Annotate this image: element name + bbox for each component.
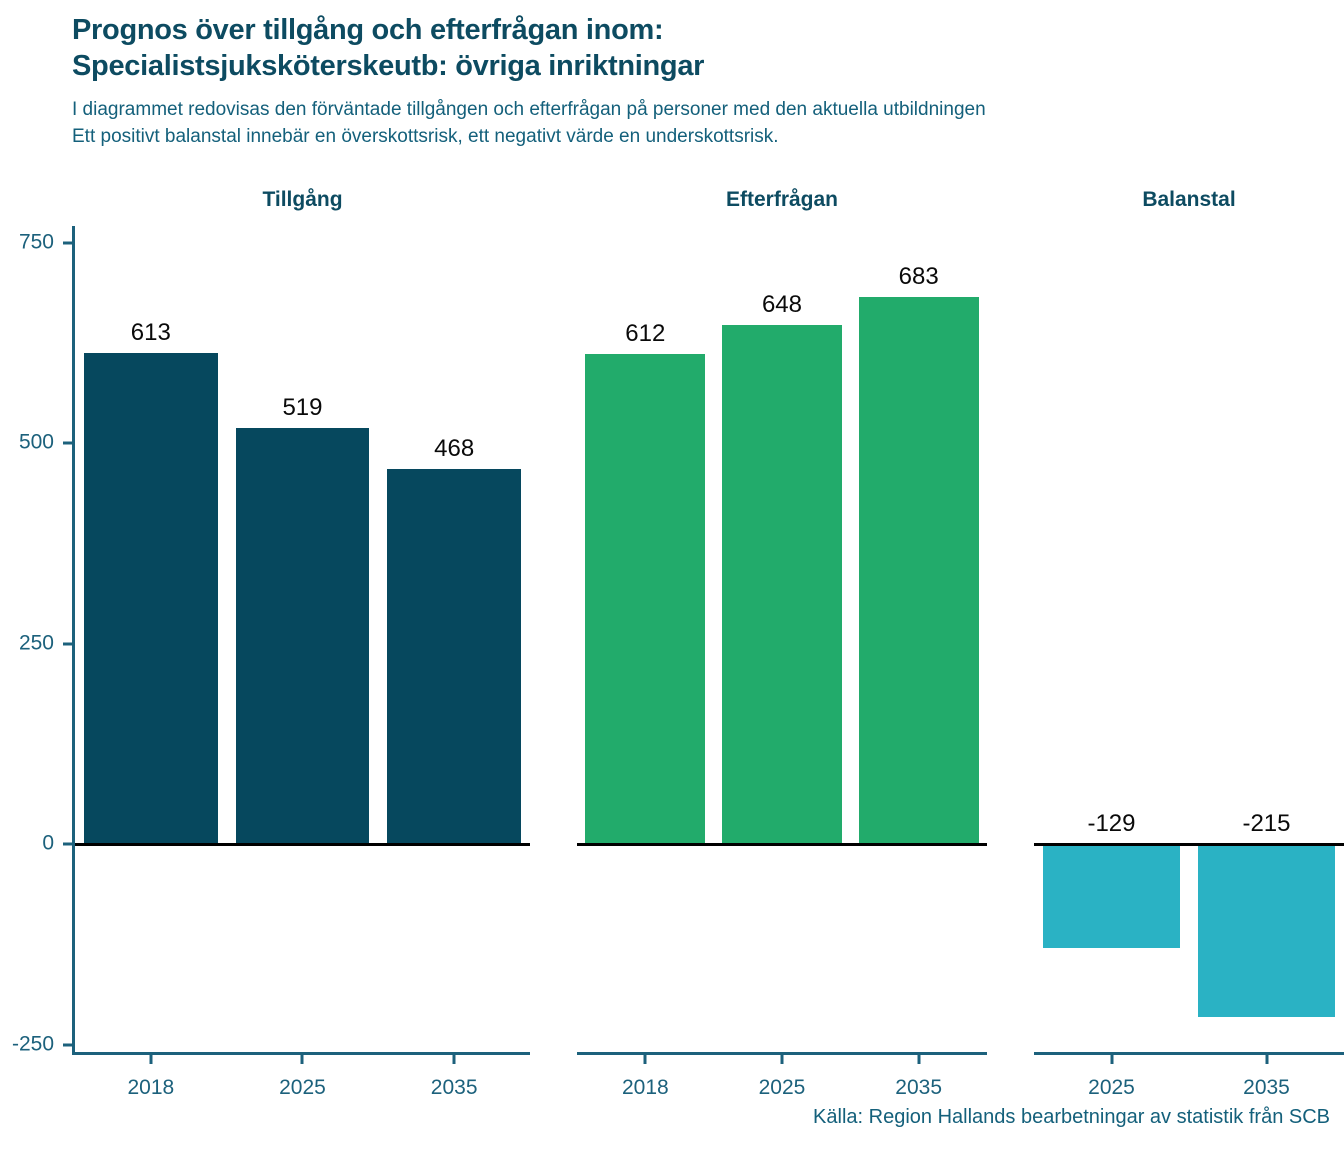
x-axis-tick xyxy=(780,1055,784,1064)
category-slot: 612 2018 xyxy=(577,226,714,1099)
facet-plot-area: 613 2018 519 2025 468 2035 xyxy=(75,226,530,1099)
y-axis: 750 500 250 0 -250 xyxy=(0,226,75,1055)
bar xyxy=(721,324,843,845)
bar-value-label: -215 xyxy=(1242,810,1291,838)
x-axis-tick xyxy=(149,1055,153,1064)
y-tick-label: 500 xyxy=(18,430,54,454)
y-tick-label: 250 xyxy=(18,631,54,655)
bar xyxy=(84,352,218,845)
y-tick-label: 750 xyxy=(18,230,54,254)
x-axis-tick xyxy=(300,1055,304,1064)
bar xyxy=(858,296,979,845)
x-tick-label: 2025 xyxy=(279,1076,326,1099)
bar-value-label: 613 xyxy=(130,318,171,346)
facet-panels: Tillgång 613 2018 519 2025 468 2035 Efterfrågan… xyxy=(75,188,1344,1099)
category-slot: -129 2025 xyxy=(1034,226,1189,1099)
x-axis-tick xyxy=(917,1055,921,1064)
bar xyxy=(1043,844,1180,948)
faceted-bar-chart: 750 500 250 0 -250 Tillgång 613 2018 519 2025 468… xyxy=(0,188,1344,1099)
category-slot: 519 2025 xyxy=(227,226,379,1099)
bar xyxy=(387,468,521,845)
facet-plot-area: -129 2025 -215 2035 xyxy=(1034,226,1344,1099)
subtitle-line-1: I diagrammet redovisas den förväntade ti… xyxy=(72,99,986,120)
zero-baseline xyxy=(1034,842,1344,846)
bar-value-label: -129 xyxy=(1087,810,1136,838)
facet-plot-area: 612 2018 648 2025 683 2035 xyxy=(577,226,987,1099)
x-axis-tick xyxy=(643,1055,647,1064)
source-caption: Källa: Region Hallands bearbetningar av … xyxy=(813,1106,1330,1128)
zero-baseline xyxy=(75,842,530,846)
bar xyxy=(235,428,370,845)
y-tick-label: -250 xyxy=(11,1032,54,1056)
facet-panel: Efterfrågan 612 2018 648 2025 683 2035 xyxy=(577,188,987,1099)
bar xyxy=(585,353,706,845)
bar-value-label: 648 xyxy=(761,290,802,318)
facet-title: Efterfrågan xyxy=(725,188,839,211)
y-axis-tick xyxy=(63,1043,72,1047)
x-axis-tick xyxy=(452,1055,456,1064)
bar-value-label: 519 xyxy=(282,394,323,422)
chart-subtitle: I diagrammet redovisas den förväntade ti… xyxy=(72,96,986,150)
x-axis-tick xyxy=(1110,1055,1113,1064)
category-slot: 683 2035 xyxy=(850,226,987,1099)
bar-value-label: 612 xyxy=(625,319,666,347)
y-axis-tick xyxy=(63,241,72,245)
subtitle-line-2: Ett positivt balanstal innebär en översk… xyxy=(72,126,779,147)
page-title-line-2: Specialistsjuksköterskeutb: övriga inrik… xyxy=(72,50,705,82)
category-slot: 468 2035 xyxy=(378,226,530,1099)
page-title-line-1: Prognos över tillgång och efterfrågan in… xyxy=(72,14,664,46)
x-tick-label: 2025 xyxy=(758,1076,806,1099)
y-axis-tick xyxy=(63,642,72,646)
x-tick-label: 2035 xyxy=(430,1076,478,1099)
category-slot: 648 2025 xyxy=(714,226,851,1099)
facet-panel: Tillgång 613 2018 519 2025 468 2035 xyxy=(75,188,530,1099)
y-axis-tick xyxy=(63,441,72,445)
category-slot: 613 2018 xyxy=(75,226,227,1099)
facet-panel: Balanstal -129 2025 -215 2035 xyxy=(1034,188,1344,1099)
bar xyxy=(1198,844,1335,1017)
y-tick-label: 0 xyxy=(42,831,54,855)
chart-header: Prognos över tillgång och efterfrågan in… xyxy=(72,12,986,150)
zero-baseline xyxy=(577,842,987,846)
category-slot: -215 2035 xyxy=(1189,226,1344,1099)
x-tick-label: 2035 xyxy=(895,1076,943,1099)
bar-value-label: 468 xyxy=(434,434,475,462)
y-axis-tick xyxy=(63,842,72,846)
facet-title: Tillgång xyxy=(262,188,343,211)
x-tick-label: 2018 xyxy=(621,1076,669,1099)
x-axis-tick xyxy=(1265,1055,1268,1064)
x-tick-label: 2025 xyxy=(1088,1076,1135,1099)
bar-value-label: 683 xyxy=(898,262,939,290)
facet-title: Balanstal xyxy=(1142,188,1236,211)
x-tick-label: 2035 xyxy=(1243,1076,1290,1099)
x-tick-label: 2018 xyxy=(127,1076,175,1099)
chart-body: 750 500 250 0 -250 Tillgång 613 2018 519 2025 468… xyxy=(0,188,1344,1099)
